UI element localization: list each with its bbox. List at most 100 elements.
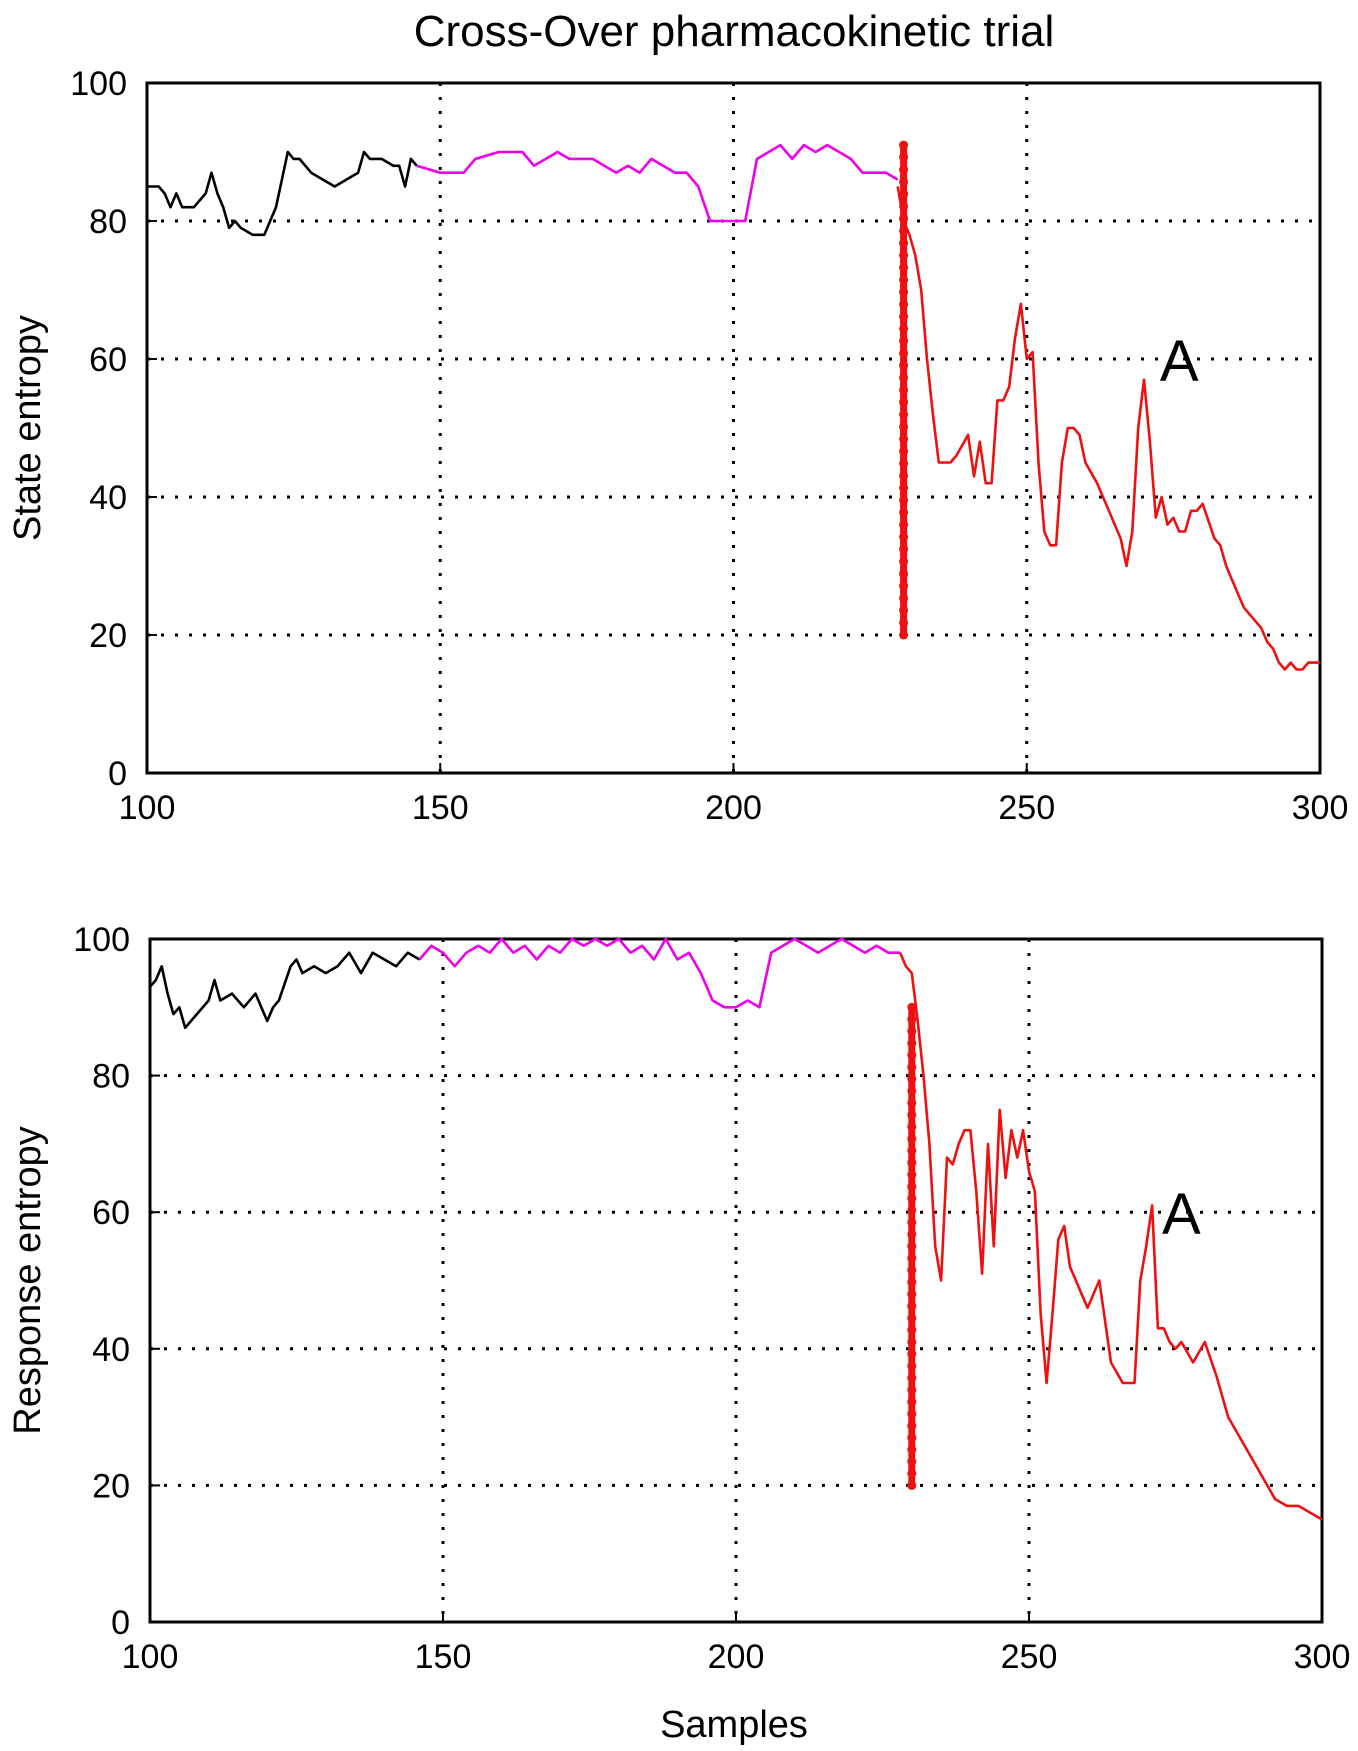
marker-dot (899, 373, 909, 383)
x-tick-label: 200 (705, 789, 762, 827)
y-tick-label: 100 (73, 921, 130, 959)
x-tick-label: 100 (122, 1638, 179, 1676)
marker-dot (899, 618, 909, 628)
marker-dot (899, 287, 909, 297)
response-entropy-plot: 100 150 200 250 300 0 20 40 60 80 100 Response ent… (7, 921, 1350, 1676)
tick-labels: 100 150 200 250 300 0 20 40 60 80 100 (70, 65, 1348, 827)
marker-dot (899, 544, 909, 554)
marker-dot (899, 165, 909, 175)
marker-dot (907, 1158, 917, 1168)
marker-dot (899, 348, 909, 358)
marker-dot (907, 1182, 917, 1192)
marker-dot (899, 508, 909, 518)
marker-dot (899, 361, 909, 371)
marker-dot (907, 1002, 917, 1012)
x-tick-label: 300 (1294, 1638, 1351, 1676)
grid (150, 939, 1322, 1622)
marker-dot (899, 263, 909, 273)
marker-dot (907, 1468, 917, 1478)
marker-dot (907, 1026, 917, 1036)
x-tick-label: 150 (412, 789, 469, 827)
marker-dot (899, 606, 909, 616)
tick-labels: 100 150 200 250 300 0 20 40 60 80 100 (73, 921, 1350, 1676)
marker-dot (907, 1110, 917, 1120)
dose-marker-line (899, 140, 909, 640)
y-tick-label: 0 (111, 1604, 130, 1642)
marker-dot (907, 1433, 917, 1443)
y-tick-label: 60 (92, 1194, 130, 1232)
y-tick-label: 20 (92, 1467, 130, 1505)
marker-dot (899, 336, 909, 346)
marker-dot (899, 189, 909, 199)
marker-dot (907, 1373, 917, 1383)
marker-dot (907, 1301, 917, 1311)
marker-dot (899, 275, 909, 285)
marker-dot (899, 397, 909, 407)
marker-dot (907, 1361, 917, 1371)
x-axis-label: Samples (660, 1704, 808, 1746)
marker-dot (907, 1217, 917, 1227)
x-tick-label: 250 (1001, 1638, 1058, 1676)
series-group (147, 143, 1320, 671)
plot-frame (145, 81, 1322, 775)
marker-dot (907, 1253, 917, 1263)
state-entropy-plot: 100 150 200 250 300 0 20 40 60 80 100 State entrop… (7, 65, 1348, 827)
marker-dot (907, 1194, 917, 1204)
marker-dot (907, 1421, 917, 1431)
series-line-segment-2 (418, 937, 901, 1009)
marker-dot (899, 201, 909, 211)
marker-dot (907, 1241, 917, 1251)
marker-dot (899, 312, 909, 322)
grid (147, 83, 1320, 773)
marker-dot (907, 1277, 917, 1287)
series-group (149, 937, 1323, 1521)
marker-dot (899, 459, 909, 469)
marker-dot (907, 1409, 917, 1419)
marker-dot (899, 226, 909, 236)
figure-title: Cross-Over pharmacokinetic trial (414, 7, 1055, 56)
marker-dot (907, 1349, 917, 1359)
x-tick-label: 250 (998, 789, 1055, 827)
marker-dot (907, 1098, 917, 1108)
marker-dot (907, 1265, 917, 1275)
marker-dot (907, 1062, 917, 1072)
x-tick-label: 100 (119, 789, 176, 827)
marker-dot (899, 557, 909, 567)
marker-dot (907, 1313, 917, 1323)
y-tick-label: 80 (89, 203, 127, 241)
marker-dot (899, 214, 909, 224)
y-tick-label: 80 (92, 1058, 130, 1096)
marker-dot (899, 385, 909, 395)
marker-dot (899, 299, 909, 309)
marker-dot (899, 593, 909, 603)
marker-dot (907, 1397, 917, 1407)
marker-dot (907, 1074, 917, 1084)
x-tick-label: 300 (1292, 789, 1349, 827)
y-axis-label: State entropy (7, 315, 49, 541)
marker-dot (899, 630, 909, 640)
dose-marker-line (907, 1002, 917, 1490)
series-line-segment-1 (149, 951, 421, 1030)
series-line-segment-2 (416, 143, 899, 223)
marker-dot (899, 520, 909, 530)
marker-dot (899, 410, 909, 420)
x-tick-label: 200 (708, 1638, 765, 1676)
marker-dot (899, 495, 909, 505)
marker-dot (907, 1134, 917, 1144)
y-axis-label: Response entropy (7, 1126, 49, 1434)
annotation-label: A (1160, 329, 1199, 394)
marker-dot (899, 569, 909, 579)
marker-dot (899, 250, 909, 260)
x-tick-label: 150 (415, 1638, 472, 1676)
marker-dot (899, 324, 909, 334)
marker-dot (907, 1445, 917, 1455)
marker-dot (907, 1086, 917, 1096)
marker-dot (899, 140, 909, 150)
annotation-label: A (1162, 1182, 1201, 1247)
marker-dot (899, 422, 909, 432)
plot-frame (148, 937, 1324, 1624)
marker-dot (899, 532, 909, 542)
series-line-segment-3 (898, 952, 1323, 1521)
marker-dot (899, 471, 909, 481)
marker-dot (899, 483, 909, 493)
